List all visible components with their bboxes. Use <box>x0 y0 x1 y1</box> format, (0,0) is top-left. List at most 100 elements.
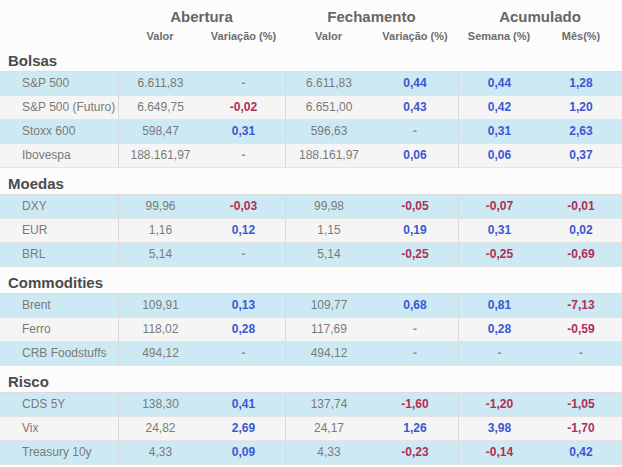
cell-abertura-valor: 1,16 <box>118 219 202 242</box>
cell-abertura-valor: 6.649,75 <box>118 96 202 119</box>
cell-abertura-variacao: 0,12 <box>202 219 285 242</box>
section-rows: CDS 5Y138,300,41137,74-1,60-1,20-1,05Vix… <box>0 392 622 465</box>
table-row: Vix24,822,6924,171,263,98-1,70 <box>0 417 622 441</box>
cell-abertura-variacao: -0,02 <box>202 96 285 119</box>
row-label: Ferro <box>0 318 118 341</box>
cell-abertura-variacao: - <box>202 144 285 167</box>
group-header-acumulado: Acumulado <box>458 6 622 28</box>
column-subheader-row: Valor Variação (%) Valor Variação (%) Se… <box>0 28 622 45</box>
table-section: Risco CDS 5Y138,300,41137,74-1,60-1,20-1… <box>0 366 622 465</box>
subheader-abertura-valor: Valor <box>118 28 202 45</box>
section-rows: S&P 5006.611,83-6.611,830,440,441,28S&P … <box>0 71 622 168</box>
row-label: CDS 5Y <box>0 393 118 416</box>
cell-acumulado-mes: -0,69 <box>540 243 622 266</box>
row-label: CRB Foodstuffs <box>0 342 118 365</box>
cell-fechamento-valor: 494,12 <box>285 342 372 365</box>
cell-acumulado-semana: 0,28 <box>458 318 540 341</box>
subheader-abertura-variacao: Variação (%) <box>202 28 285 45</box>
table-row: S&P 500 (Futuro)6.649,75-0,026.651,000,4… <box>0 96 622 120</box>
cell-abertura-valor: 24,82 <box>118 417 202 440</box>
cell-fechamento-valor: 137,74 <box>285 393 372 416</box>
cell-abertura-valor: 99,96 <box>118 195 202 218</box>
cell-acumulado-mes: -1,70 <box>540 417 622 440</box>
cell-fechamento-valor: 596,63 <box>285 120 372 143</box>
cell-acumulado-mes: 0,42 <box>540 441 622 464</box>
cell-fechamento-valor: 24,17 <box>285 417 372 440</box>
corner-spacer <box>0 6 118 28</box>
cell-acumulado-semana: -0,14 <box>458 441 540 464</box>
cell-abertura-variacao: 0,41 <box>202 393 285 416</box>
cell-abertura-variacao: -0,03 <box>202 195 285 218</box>
cell-abertura-valor: 598,47 <box>118 120 202 143</box>
subheader-acumulado-semana: Semana (%) <box>458 28 540 45</box>
cell-acumulado-mes: -0,59 <box>540 318 622 341</box>
cell-fechamento-valor: 6.651,00 <box>285 96 372 119</box>
cell-abertura-variacao: 0,31 <box>202 120 285 143</box>
cell-acumulado-semana: -0,25 <box>458 243 540 266</box>
cell-acumulado-semana: 0,31 <box>458 120 540 143</box>
group-header-abertura: Abertura <box>118 6 285 28</box>
cell-acumulado-semana: 0,81 <box>458 294 540 317</box>
table-row: BRL5,14-5,14-0,25-0,25-0,69 <box>0 243 622 267</box>
row-label: Vix <box>0 417 118 440</box>
cell-fechamento-variacao: -1,60 <box>372 393 458 416</box>
cell-acumulado-semana: 3,98 <box>458 417 540 440</box>
cell-acumulado-mes: 1,28 <box>540 72 622 95</box>
sections: Bolsas S&P 5006.611,83-6.611,830,440,441… <box>0 45 622 465</box>
cell-fechamento-variacao: - <box>372 120 458 143</box>
row-label: S&P 500 <box>0 72 118 95</box>
table-row: Stoxx 600598,470,31596,63-0,312,63 <box>0 120 622 144</box>
cell-acumulado-mes: 2,63 <box>540 120 622 143</box>
cell-abertura-variacao: 0,09 <box>202 441 285 464</box>
cell-fechamento-variacao: - <box>372 318 458 341</box>
market-summary-page: Abertura Fechamento Acumulado Valor Vari… <box>0 0 622 467</box>
cell-acumulado-semana: 0,06 <box>458 144 540 167</box>
cell-abertura-variacao: 2,69 <box>202 417 285 440</box>
row-label: BRL <box>0 243 118 266</box>
cell-fechamento-valor: 117,69 <box>285 318 372 341</box>
corner-spacer <box>0 28 118 45</box>
table-row: EUR1,160,121,150,190,310,02 <box>0 219 622 243</box>
cell-acumulado-semana: 0,44 <box>458 72 540 95</box>
cell-abertura-variacao: - <box>202 243 285 266</box>
cell-abertura-variacao: - <box>202 72 285 95</box>
cell-abertura-valor: 494,12 <box>118 342 202 365</box>
section-title: Commodities <box>0 267 622 293</box>
cell-abertura-valor: 138,30 <box>118 393 202 416</box>
row-label: Ibovespa <box>0 144 118 167</box>
cell-acumulado-mes: - <box>540 342 622 365</box>
cell-fechamento-variacao: - <box>372 342 458 365</box>
cell-acumulado-semana: -0,07 <box>458 195 540 218</box>
cell-fechamento-variacao: 0,68 <box>372 294 458 317</box>
cell-fechamento-valor: 1,15 <box>285 219 372 242</box>
table-row: S&P 5006.611,83-6.611,830,440,441,28 <box>0 72 622 96</box>
row-label: EUR <box>0 219 118 242</box>
cell-fechamento-valor: 5,14 <box>285 243 372 266</box>
section-title: Moedas <box>0 168 622 194</box>
cell-fechamento-valor: 4,33 <box>285 441 372 464</box>
cell-abertura-valor: 5,14 <box>118 243 202 266</box>
cell-fechamento-variacao: 0,19 <box>372 219 458 242</box>
subheader-fechamento-variacao: Variação (%) <box>372 28 458 45</box>
cell-acumulado-semana: 0,31 <box>458 219 540 242</box>
cell-abertura-valor: 188.161,97 <box>118 144 202 167</box>
table-row: Ibovespa188.161,97-188.161,970,060,060,3… <box>0 144 622 168</box>
cell-acumulado-mes: -7,13 <box>540 294 622 317</box>
table-section: Moedas DXY99,96-0,0399,98-0,05-0,07-0,01… <box>0 168 622 267</box>
cell-fechamento-valor: 188.161,97 <box>285 144 372 167</box>
section-title: Risco <box>0 366 622 392</box>
cell-acumulado-semana: - <box>458 342 540 365</box>
row-label: DXY <box>0 195 118 218</box>
cell-fechamento-valor: 109,77 <box>285 294 372 317</box>
column-group-header-row: Abertura Fechamento Acumulado <box>0 6 622 28</box>
table-row: CRB Foodstuffs494,12-494,12--- <box>0 342 622 366</box>
table-row: Brent109,910,13109,770,680,81-7,13 <box>0 294 622 318</box>
row-label: S&P 500 (Futuro) <box>0 96 118 119</box>
row-label: Treasury 10y <box>0 441 118 464</box>
cell-abertura-valor: 109,91 <box>118 294 202 317</box>
cell-abertura-variacao: 0,28 <box>202 318 285 341</box>
section-rows: DXY99,96-0,0399,98-0,05-0,07-0,01EUR1,16… <box>0 194 622 267</box>
cell-abertura-variacao: 0,13 <box>202 294 285 317</box>
cell-abertura-variacao: - <box>202 342 285 365</box>
cell-acumulado-semana: -1,20 <box>458 393 540 416</box>
